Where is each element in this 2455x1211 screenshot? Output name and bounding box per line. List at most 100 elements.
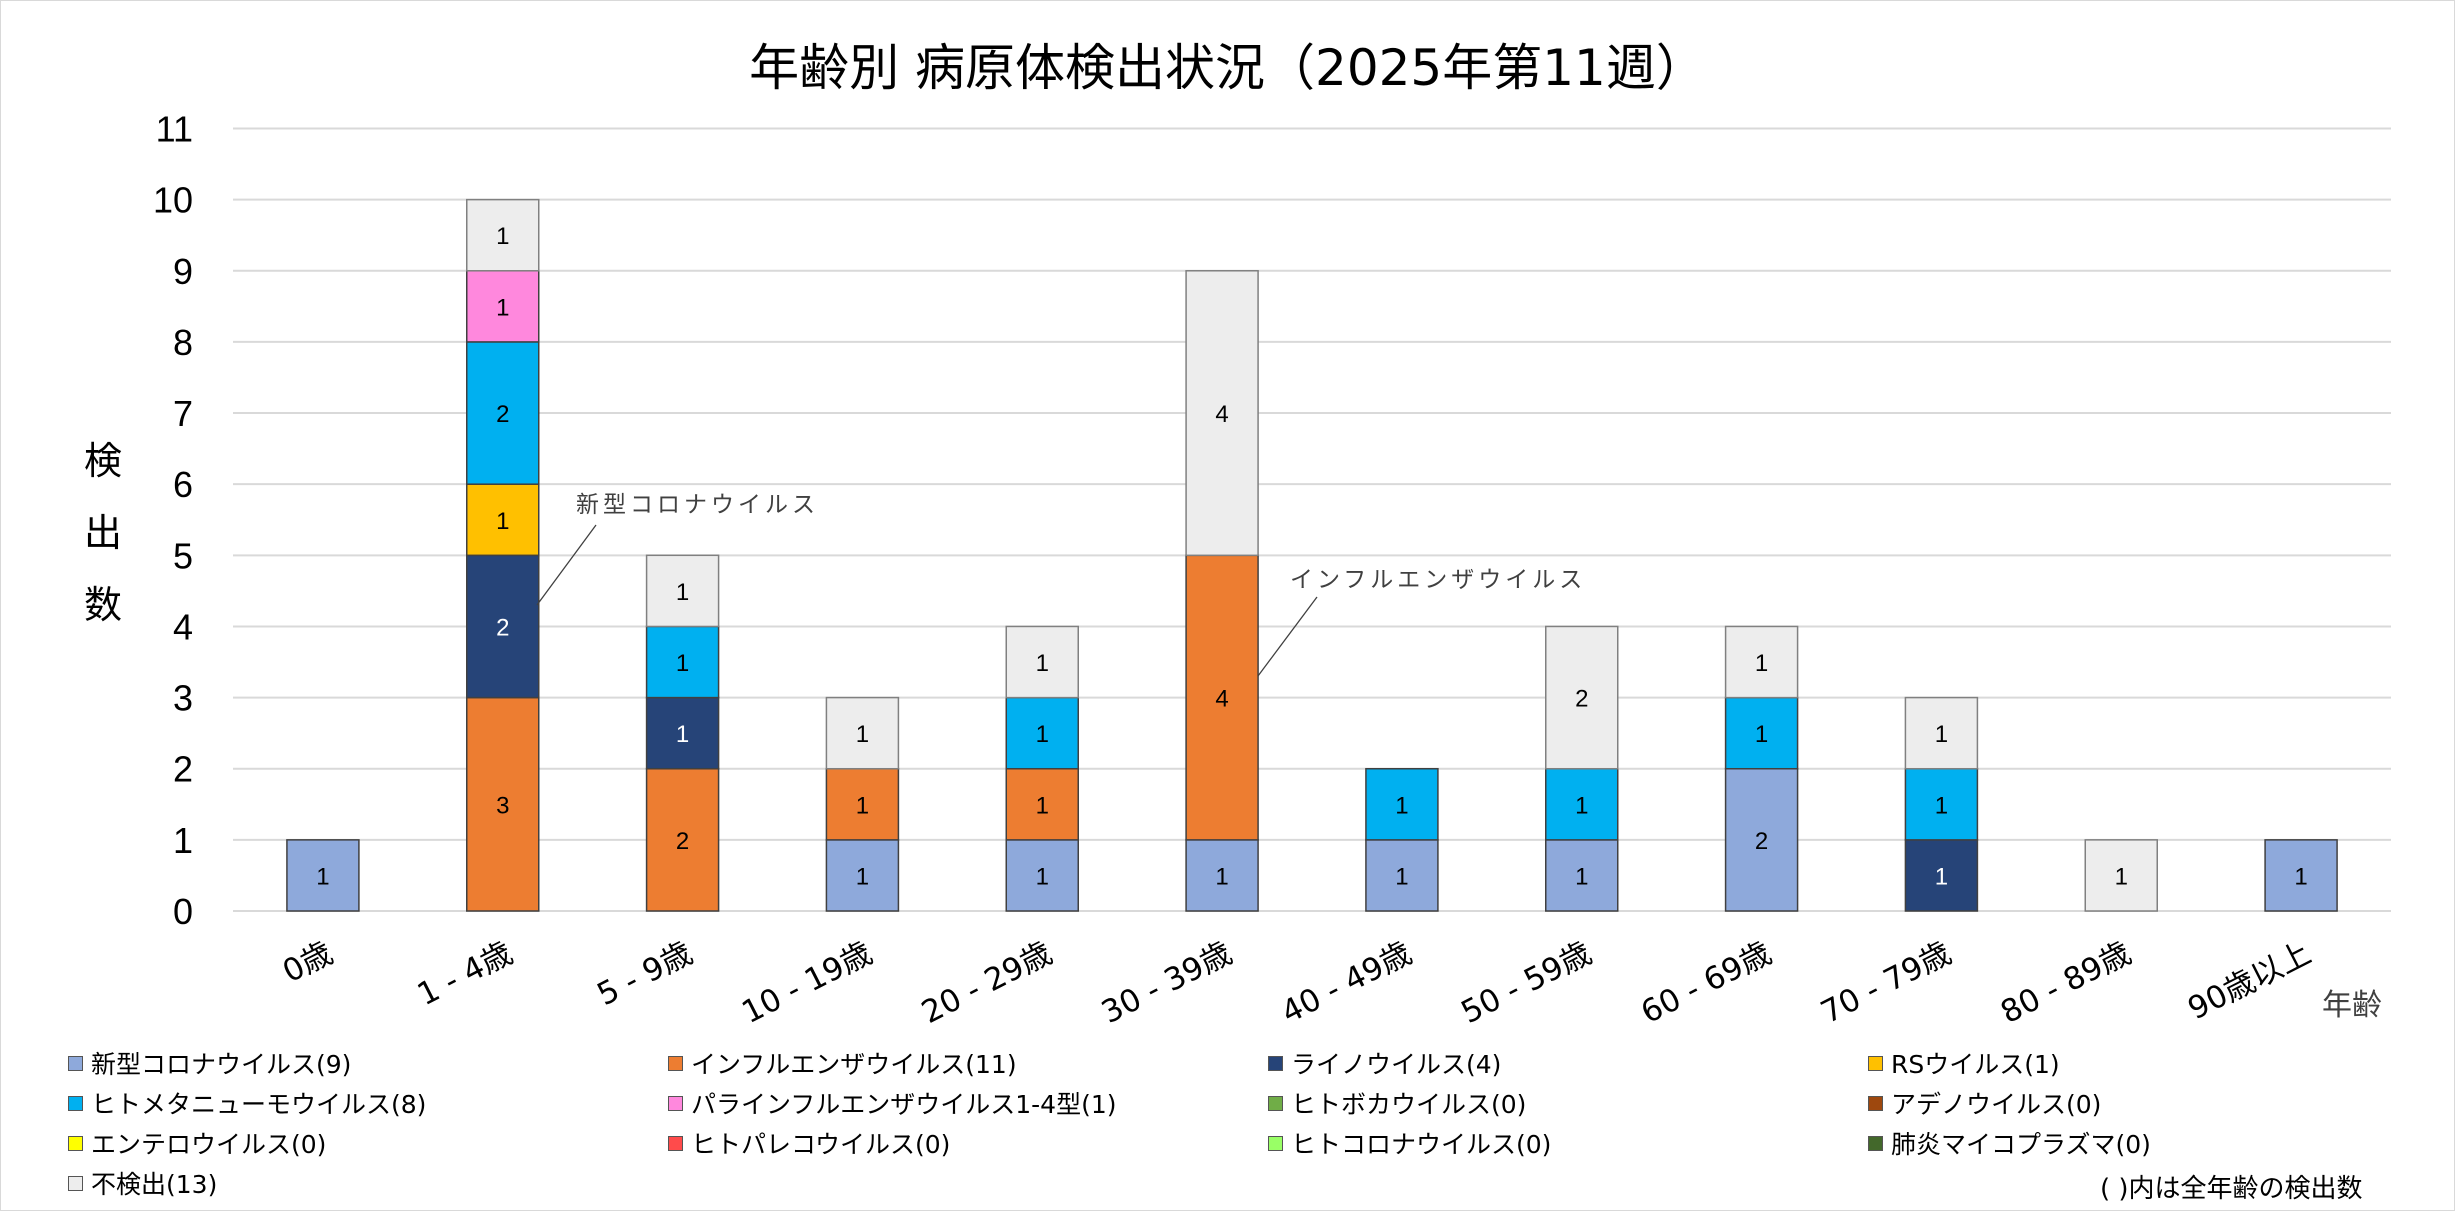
data-label: 1 xyxy=(496,508,509,535)
x-tick-label: 30 - 39歳 xyxy=(1096,935,1238,1031)
x-tick-label: 1 - 4歳 xyxy=(412,935,519,1013)
legend-item: ヒトボカウイルス(0) xyxy=(1268,1085,1526,1121)
legend-label: インフルエンザウイルス(11) xyxy=(691,1050,1017,1079)
bar-segment xyxy=(825,839,900,912)
data-label: 1 xyxy=(1215,863,1228,890)
legend-label: ヒトボカウイルス(0) xyxy=(1291,1090,1527,1119)
legend-item: ヒトメタニューモウイルス(8) xyxy=(68,1085,426,1121)
data-label: 1 xyxy=(496,294,509,321)
legend-item: ヒトパレコウイルス(0) xyxy=(668,1125,950,1161)
bar-segment xyxy=(466,270,540,343)
data-label: 1 xyxy=(316,863,329,890)
data-label: 1 xyxy=(1036,792,1049,819)
bar-segment xyxy=(1904,696,1979,770)
data-label: 1 xyxy=(1036,863,1049,890)
legend-item: 不検出(13) xyxy=(68,1165,217,1201)
y-axis-label-char: 出 xyxy=(83,511,122,555)
legend-label: パラインフルエンザウイルス1-4型(1) xyxy=(691,1090,1117,1119)
annotation-leader-line xyxy=(536,524,597,606)
legend-label: ヒトコロナウイルス(0) xyxy=(1291,1130,1552,1159)
data-label: 1 xyxy=(496,223,509,250)
bar-segment xyxy=(1545,839,1619,912)
bar-segment xyxy=(286,839,360,912)
data-label: 2 xyxy=(496,614,509,641)
x-tick-label: 80 - 89歳 xyxy=(1995,935,2137,1031)
bar-segment xyxy=(1545,767,1619,841)
legend-label: 肺炎マイコプラズマ(0) xyxy=(1891,1130,2151,1159)
legend-item: エンテロウイルス(0) xyxy=(68,1125,326,1161)
bar-segment xyxy=(645,767,720,912)
data-label: 1 xyxy=(676,650,689,677)
bar-segment xyxy=(1185,554,1259,841)
data-label: 1 xyxy=(2294,863,2307,890)
data-label: 3 xyxy=(496,792,509,819)
legend-item: インフルエンザウイルス(11) xyxy=(668,1045,1017,1081)
data-label: 1 xyxy=(1755,650,1768,677)
data-label: 1 xyxy=(1935,721,1948,748)
legend-swatch xyxy=(1268,1095,1283,1111)
legend-swatch xyxy=(668,1095,683,1111)
bar-segment xyxy=(466,696,540,912)
bar-segment xyxy=(645,625,720,699)
y-tick-label: 9 xyxy=(173,251,193,292)
bar-segment xyxy=(2084,839,2158,912)
bar-segment xyxy=(1365,767,1439,841)
bar-segment xyxy=(466,483,540,557)
x-tick-label: 70 - 79歳 xyxy=(1815,935,1957,1031)
legend-label: アデノウイルス(0) xyxy=(1891,1090,2102,1119)
legend-label: ヒトメタニューモウイルス(8) xyxy=(91,1090,427,1119)
bar-segment xyxy=(645,696,720,770)
x-axis-label: 年齢 xyxy=(2322,988,2382,1023)
y-axis-label-char: 数 xyxy=(83,583,122,627)
legend-swatch xyxy=(1868,1135,1883,1151)
data-label: 1 xyxy=(1575,792,1588,819)
data-label: 1 xyxy=(1935,792,1948,819)
legend-swatch xyxy=(68,1175,83,1191)
data-label: 1 xyxy=(2115,863,2128,890)
y-axis-label-char: 検 xyxy=(83,439,122,483)
bar-segment xyxy=(1724,696,1799,770)
legend-swatch xyxy=(1868,1095,1883,1111)
legend-item: ライノウイルス(4) xyxy=(1268,1045,1501,1081)
legend-item: RSウイルス(1) xyxy=(1868,1045,2060,1081)
bar-segment xyxy=(645,554,720,628)
legend-swatch xyxy=(1868,1055,1883,1071)
bar-segment xyxy=(825,696,900,770)
legend-label: エンテロウイルス(0) xyxy=(91,1130,327,1159)
y-tick-label: 5 xyxy=(173,535,193,576)
data-label: 2 xyxy=(1755,828,1768,855)
bar-segment xyxy=(1724,625,1799,699)
bar-segment xyxy=(825,767,900,841)
x-tick-label: 20 - 29歳 xyxy=(916,935,1058,1031)
data-label: 1 xyxy=(856,863,869,890)
legend-swatch xyxy=(68,1095,83,1111)
data-label: 4 xyxy=(1215,401,1228,428)
legend-swatch xyxy=(68,1135,83,1151)
bar-segment xyxy=(466,341,540,485)
legend-label: ヒトパレコウイルス(0) xyxy=(691,1130,951,1159)
bar-segment xyxy=(1545,625,1619,770)
chart-title: 年齢別 病原体検出状況（2025年第11週） xyxy=(749,39,1706,97)
data-label: 1 xyxy=(1395,863,1408,890)
x-tick-label: 50 - 59歳 xyxy=(1456,935,1598,1031)
legend-note: ( )内は全年齢の検出数 xyxy=(2100,1174,2363,1204)
x-tick-label: 90歳以上 xyxy=(2182,935,2316,1027)
x-tick-label: 5 - 9歳 xyxy=(592,935,699,1013)
data-label: 1 xyxy=(676,579,689,606)
legend-label: ライノウイルス(4) xyxy=(1291,1050,1502,1079)
data-label: 4 xyxy=(1215,686,1228,713)
legend-swatch xyxy=(68,1055,83,1071)
legend-label: RSウイルス(1) xyxy=(1891,1050,2060,1079)
y-tick-label: 7 xyxy=(173,393,193,434)
legend-item: ヒトコロナウイルス(0) xyxy=(1268,1125,1551,1161)
bar-segment xyxy=(1185,839,1259,912)
y-tick-label: 11 xyxy=(156,109,193,150)
y-tick-label: 3 xyxy=(173,678,193,719)
legend-item: 肺炎マイコプラズマ(0) xyxy=(1868,1125,2151,1161)
bar-segment xyxy=(1005,839,1079,912)
bar-segment xyxy=(1005,767,1079,841)
legend-swatch xyxy=(1268,1135,1283,1151)
legend-swatch xyxy=(1268,1055,1283,1071)
legend-item: パラインフルエンザウイルス1-4型(1) xyxy=(668,1085,1117,1121)
